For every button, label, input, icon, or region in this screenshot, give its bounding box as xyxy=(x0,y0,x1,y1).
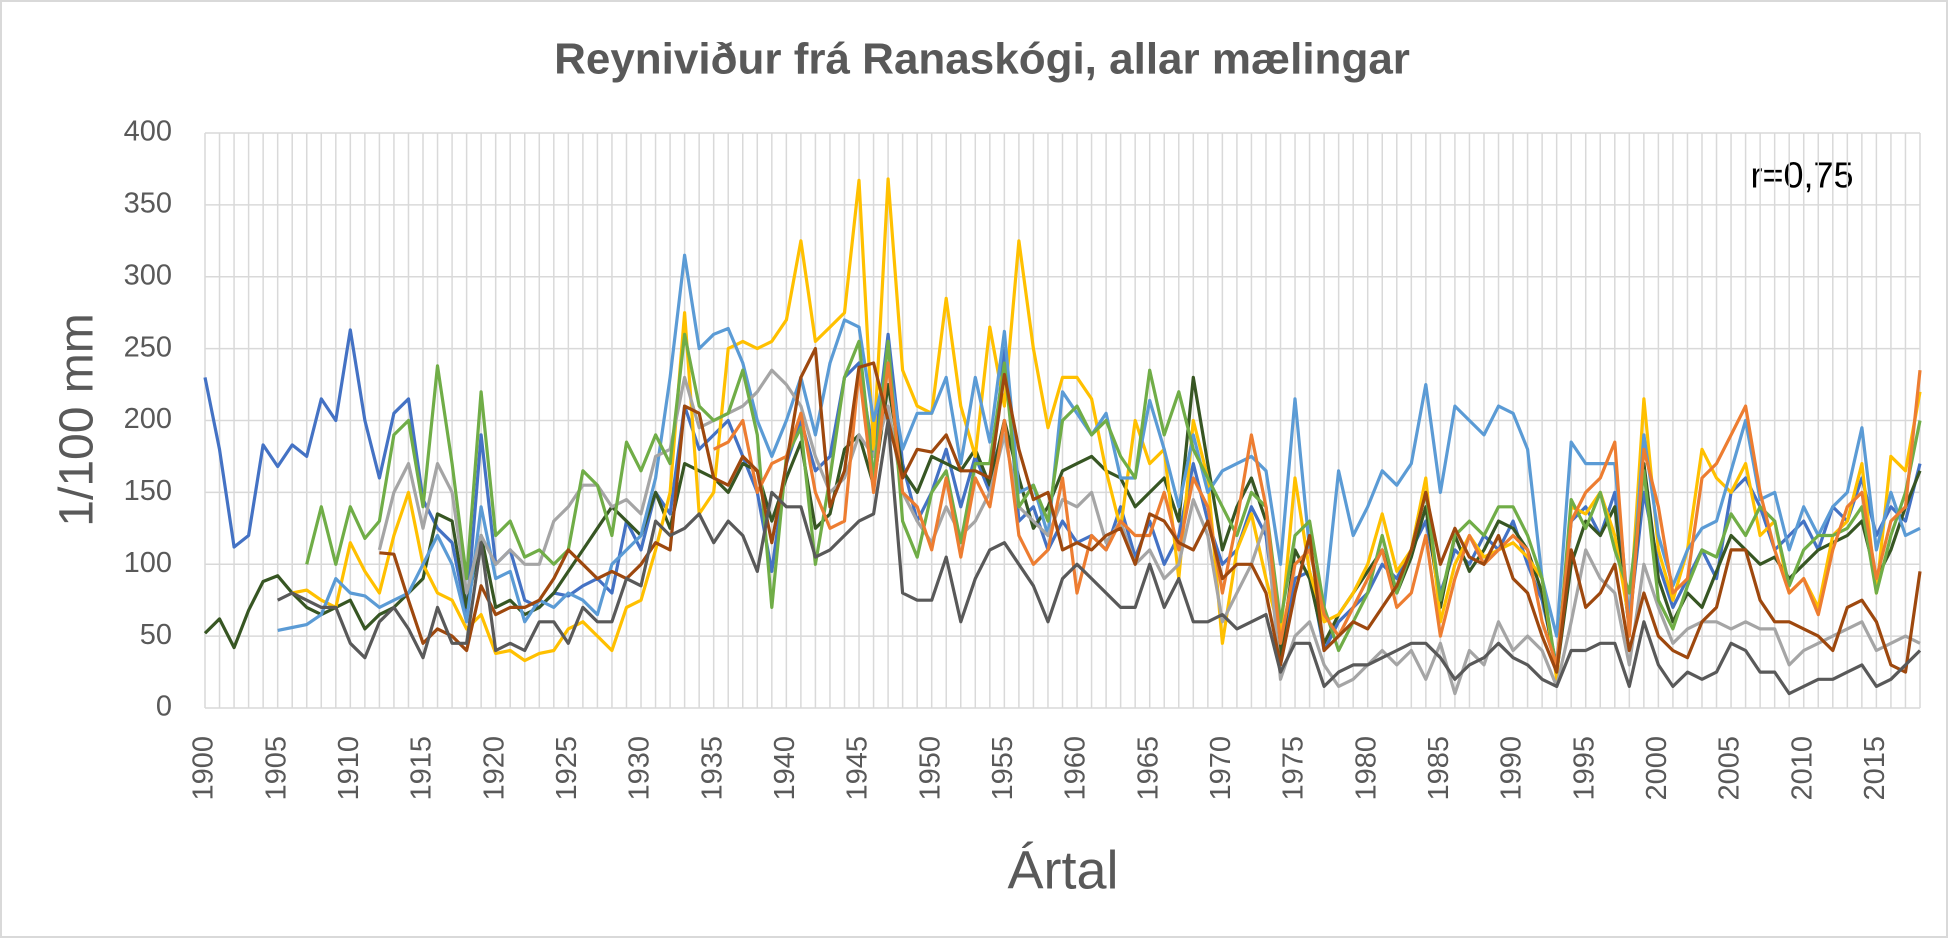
x-tick-label: 1995 xyxy=(1568,736,1600,801)
y-tick-label: 250 xyxy=(124,331,172,363)
x-tick-label: 1930 xyxy=(624,736,656,801)
x-tick-label: 1985 xyxy=(1423,736,1455,801)
x-tick-label: 2010 xyxy=(1786,736,1818,801)
x-tick-label: 1950 xyxy=(914,736,946,801)
y-tick-label: 50 xyxy=(140,619,172,651)
x-tick-label: 1990 xyxy=(1496,736,1528,801)
x-tick-label: 1905 xyxy=(260,736,292,801)
x-tick-label: 1975 xyxy=(1278,736,1310,801)
x-tick-label: 1965 xyxy=(1132,736,1164,801)
x-tick-label: 1980 xyxy=(1350,736,1382,801)
x-tick-label: 1910 xyxy=(333,736,365,801)
y-tick-label: 400 xyxy=(124,116,172,148)
x-tick-label: 1940 xyxy=(769,736,801,801)
x-axis-label: Ártal xyxy=(1007,840,1118,900)
series-line xyxy=(305,332,1922,674)
x-tick-label: 1945 xyxy=(842,736,874,801)
y-tick-label: 100 xyxy=(124,547,172,579)
x-tick-label: 1925 xyxy=(551,736,583,801)
series-line xyxy=(377,368,1921,696)
y-axis-label: 1/100 mm xyxy=(51,313,104,526)
series-line xyxy=(276,418,1922,696)
y-tick-label: 0 xyxy=(156,691,172,723)
x-tick-label: 1900 xyxy=(188,736,220,801)
x-tick-label: 2005 xyxy=(1714,736,1746,801)
annotation: r=0,75 xyxy=(1750,155,1853,196)
x-tick-label: 1915 xyxy=(406,736,438,801)
y-tick-label: 150 xyxy=(124,475,172,507)
series-line xyxy=(379,347,1922,674)
y-tick-label: 200 xyxy=(124,403,172,435)
series-line xyxy=(277,253,1921,638)
x-tick-label: 2015 xyxy=(1859,736,1891,801)
y-tick-label: 350 xyxy=(124,188,172,220)
x-tick-label: 1920 xyxy=(478,736,510,801)
x-tick-label: 2000 xyxy=(1641,736,1673,801)
y-tick-label: 300 xyxy=(124,259,172,291)
x-tick-label: 1970 xyxy=(1205,736,1237,801)
chart-title: Reyniviður frá Ranaskógi, allar mælingar xyxy=(554,35,1410,84)
x-tick-label: 1935 xyxy=(696,736,728,801)
x-tick-label: 1955 xyxy=(987,736,1019,801)
x-tick-label: 1960 xyxy=(1060,736,1092,801)
